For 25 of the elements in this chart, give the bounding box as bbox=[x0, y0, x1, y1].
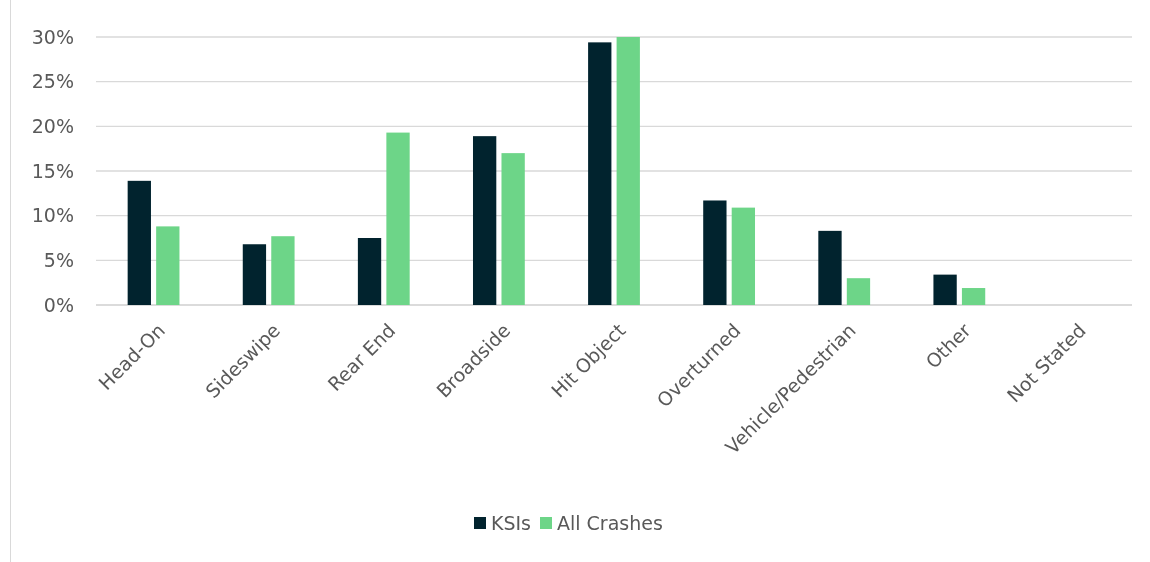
bar bbox=[472, 136, 497, 305]
bar bbox=[271, 236, 295, 305]
y-tick-label: 15% bbox=[31, 159, 74, 182]
bar bbox=[127, 180, 151, 305]
bar bbox=[846, 278, 871, 305]
y-tick-label: 30% bbox=[31, 25, 74, 48]
y-tick-label: 20% bbox=[31, 114, 74, 137]
bar bbox=[242, 244, 267, 305]
legend-label: KSIs bbox=[491, 511, 532, 534]
y-tick-label: 25% bbox=[31, 70, 74, 93]
bar bbox=[588, 42, 612, 305]
bar bbox=[818, 230, 842, 305]
bar bbox=[703, 200, 727, 305]
y-tick-label: 0% bbox=[43, 293, 74, 316]
bar bbox=[386, 132, 410, 305]
y-tick-label: 10% bbox=[31, 204, 74, 227]
bar bbox=[933, 274, 957, 305]
legend-label: All Crashes bbox=[557, 511, 663, 534]
y-tick-label: 5% bbox=[43, 248, 74, 271]
bar bbox=[616, 37, 640, 305]
bar bbox=[357, 238, 382, 305]
bar bbox=[156, 226, 180, 305]
bar bbox=[501, 153, 525, 305]
bar bbox=[961, 288, 986, 305]
bar bbox=[731, 207, 756, 305]
